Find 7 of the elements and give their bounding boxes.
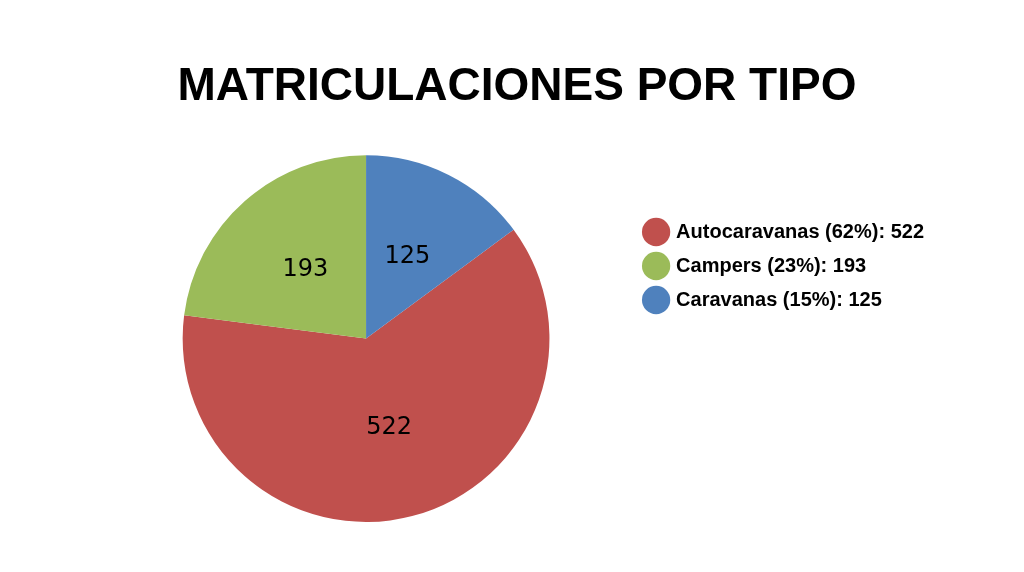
legend-label: Caravanas (15%): 125 [676, 287, 882, 310]
legend-label: Campers (23%): 193 [676, 253, 867, 276]
data-label: 193 [282, 254, 329, 282]
chart-title: MATRICULACIONES POR TIPO [177, 58, 857, 111]
legend-label: Autocaravanas (62%): 522 [676, 219, 924, 242]
data-label: 522 [366, 411, 413, 440]
data-label: 125 [384, 240, 431, 269]
